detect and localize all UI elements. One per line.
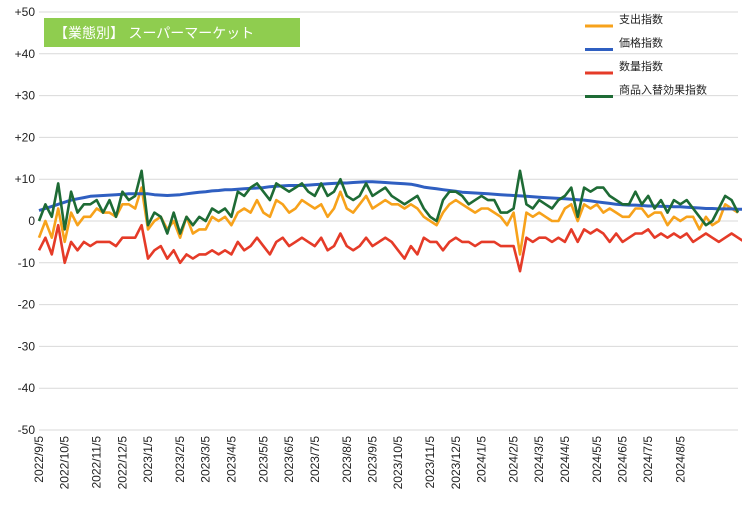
x-tick-label: 2023/2/5 xyxy=(173,436,187,483)
y-tick-label: 0 xyxy=(28,214,35,228)
legend-label: 商品入替効果指数 xyxy=(619,83,707,97)
x-tick-label: 2024/3/5 xyxy=(532,436,546,483)
x-tick-label: 2023/3/5 xyxy=(199,436,213,483)
x-tick-label: 2022/10/5 xyxy=(58,436,72,490)
y-tick-label: -20 xyxy=(18,298,36,312)
x-tick-label: 2022/9/5 xyxy=(32,436,46,483)
x-tick-label: 2023/7/5 xyxy=(308,436,322,483)
y-tick-label: +10 xyxy=(15,172,36,186)
x-tick-label: 2024/5/5 xyxy=(590,436,604,483)
x-tick-label: 2023/5/5 xyxy=(256,436,270,483)
x-tick-label: 2024/4/5 xyxy=(558,436,572,483)
grid-lines xyxy=(39,11,738,431)
x-tick-label: 2023/9/5 xyxy=(365,436,379,483)
x-tick-label: 2023/11/5 xyxy=(423,436,437,489)
x-tick-label: 2022/12/5 xyxy=(115,436,129,490)
legend-label: 支出指数 xyxy=(619,12,663,26)
x-tick-label: 2024/7/5 xyxy=(641,436,655,483)
x-tick-label: 2023/4/5 xyxy=(224,436,238,483)
x-tick-label: 2024/2/5 xyxy=(507,436,521,483)
y-tick-label: -40 xyxy=(18,381,36,395)
y-tick-label: -50 xyxy=(18,423,36,437)
series-line-0 xyxy=(37,186,739,256)
x-tick-label: 2024/8/5 xyxy=(673,436,687,483)
y-tick-label: +40 xyxy=(15,47,36,61)
x-axis-ticks: 2022/9/5 2022/10/5 2022/11/5 2022/12/5 2023/… xyxy=(32,436,687,490)
x-tick-label: 2023/10/5 xyxy=(391,436,405,490)
series-line-1 xyxy=(38,180,742,212)
y-tick-label: +30 xyxy=(15,89,36,103)
x-tick-label: 2024/1/5 xyxy=(474,436,488,483)
y-tick-label: +20 xyxy=(15,130,36,144)
x-tick-label: 2023/6/5 xyxy=(282,436,296,483)
x-tick-label: 2023/1/5 xyxy=(141,436,155,483)
legend-label: 価格指数 xyxy=(619,36,663,50)
y-axis-ticks: +50 +40 +30 +20 +10 0 -10 -20 -30 -40 -50 xyxy=(15,5,36,437)
x-tick-label: 2022/11/5 xyxy=(90,436,104,489)
series-line-2 xyxy=(37,223,742,273)
chart-title-box: 【業態別】 スーパーマーケット xyxy=(44,18,300,47)
x-tick-label: 2023/12/5 xyxy=(449,436,463,490)
series-line-3 xyxy=(37,169,740,235)
legend-label: 数量指数 xyxy=(619,59,663,73)
x-tick-label: 2023/8/5 xyxy=(340,436,354,483)
y-tick-label: -10 xyxy=(18,256,36,270)
y-tick-label: +50 xyxy=(15,5,36,19)
x-tick-label: 2024/6/5 xyxy=(616,436,630,483)
chart-title: 【業態別】 スーパーマーケット xyxy=(54,26,254,42)
y-tick-label: -30 xyxy=(18,339,36,353)
series-lines xyxy=(37,169,742,273)
